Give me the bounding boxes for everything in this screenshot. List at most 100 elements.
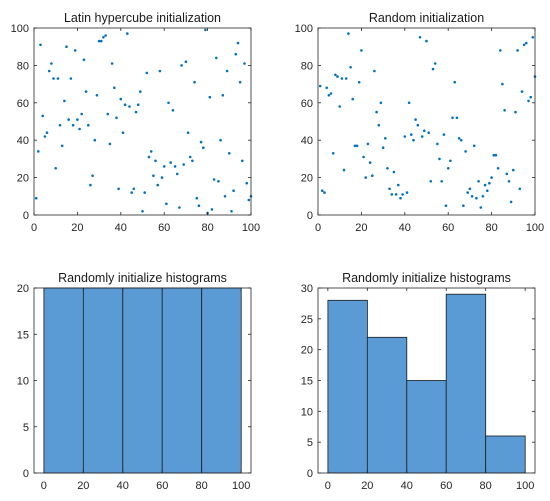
- data-point: [375, 110, 378, 114]
- data-point: [204, 28, 207, 32]
- panel-random-scatter: 0 20 40 60 80 100 0 20 40 60 80 100 Random initializ…: [295, 11, 545, 234]
- data-point: [50, 62, 53, 65]
- data-point: [89, 183, 92, 187]
- data-point: [39, 43, 42, 47]
- data-point: [334, 73, 337, 77]
- data-point: [123, 103, 127, 106]
- x-tick-label: 40: [117, 480, 129, 492]
- axes-box: [33, 27, 252, 216]
- data-point: [368, 161, 372, 164]
- y-tick-label: 60: [17, 98, 29, 110]
- data-point: [102, 36, 105, 39]
- x-tick-label: 60: [440, 480, 452, 492]
- data-point: [451, 116, 454, 120]
- data-point: [362, 155, 365, 159]
- data-point: [219, 138, 222, 142]
- data-point: [522, 43, 526, 47]
- data-point: [418, 36, 422, 39]
- data-point: [512, 168, 515, 172]
- data-point: [516, 49, 519, 52]
- y-tick-label: 25: [301, 314, 313, 326]
- data-point: [377, 123, 381, 127]
- panel-uniform-histogram: 0 20 40 60 80 100 0 5 10 15 20 Randomly initialize …: [17, 271, 252, 492]
- data-point: [496, 167, 500, 170]
- data-point: [397, 183, 400, 187]
- data-point: [499, 49, 502, 52]
- y-tick-label: 80: [17, 60, 29, 72]
- data-point: [423, 129, 426, 133]
- data-point: [371, 174, 374, 177]
- y-tick-label: 100: [11, 23, 29, 35]
- data-point: [464, 150, 467, 153]
- data-point: [329, 92, 333, 95]
- data-point: [323, 191, 326, 194]
- x-tick-label: 100: [232, 480, 250, 492]
- data-point: [173, 165, 177, 168]
- data-point: [486, 189, 489, 192]
- data-point: [429, 180, 433, 183]
- data-point: [384, 137, 387, 140]
- data-point: [37, 150, 40, 153]
- data-point: [91, 174, 94, 177]
- data-point: [180, 64, 183, 67]
- data-point: [167, 101, 170, 105]
- data-point: [364, 176, 368, 179]
- data-point: [210, 208, 214, 211]
- panel-random-histogram: 0 20 40 60 80 100 0 5 10 15 20 25 30 Randomly initial…: [301, 271, 536, 492]
- data-point: [509, 200, 513, 204]
- data-point: [531, 36, 535, 39]
- y-tick-label: 20: [301, 173, 313, 185]
- data-point: [386, 167, 389, 170]
- data-point: [527, 99, 530, 103]
- data-point: [355, 144, 359, 148]
- data-point: [366, 142, 370, 146]
- data-point: [442, 133, 446, 136]
- data-point: [93, 138, 97, 142]
- y-tick-label: 15: [17, 329, 29, 341]
- data-point: [160, 176, 164, 179]
- data-point: [80, 112, 83, 116]
- x-tick-label: 20: [77, 480, 89, 492]
- data-point: [453, 80, 457, 84]
- plot-area: [318, 28, 535, 215]
- data-point: [399, 196, 402, 200]
- data-point: [351, 97, 355, 101]
- data-point: [41, 114, 44, 118]
- data-point: [193, 80, 196, 84]
- data-point: [477, 180, 480, 183]
- data-point: [501, 82, 504, 86]
- data-point: [490, 176, 493, 179]
- data-point: [71, 123, 75, 127]
- y-tick-label: 20: [301, 345, 313, 357]
- y-tick-label: 5: [307, 437, 313, 449]
- x-tick-label: 80: [485, 222, 497, 234]
- data-point: [455, 116, 459, 120]
- x-tick-label: 60: [442, 222, 454, 234]
- data-point: [141, 210, 144, 213]
- data-point: [195, 196, 199, 200]
- x-tick-label: 40: [401, 480, 413, 492]
- data-point: [178, 206, 181, 209]
- data-point: [121, 131, 125, 134]
- histogram-bar: [122, 287, 163, 474]
- data-point: [403, 135, 407, 138]
- data-point: [336, 75, 339, 78]
- data-point: [182, 163, 185, 166]
- chart-title: Randomly initialize histograms: [58, 271, 227, 285]
- data-point: [444, 204, 448, 207]
- data-point: [223, 195, 227, 198]
- data-point: [327, 94, 331, 97]
- data-point: [54, 167, 57, 170]
- data-point: [215, 56, 218, 60]
- y-tick-label: 60: [301, 98, 313, 110]
- histogram-bar: [43, 287, 84, 474]
- data-point: [139, 90, 142, 93]
- data-point: [427, 131, 431, 134]
- histogram-bar: [327, 299, 368, 474]
- data-point: [67, 118, 70, 121]
- data-point: [440, 180, 444, 183]
- data-point: [65, 45, 68, 48]
- x-tick-label: 60: [156, 480, 168, 492]
- histogram-bar: [82, 287, 124, 474]
